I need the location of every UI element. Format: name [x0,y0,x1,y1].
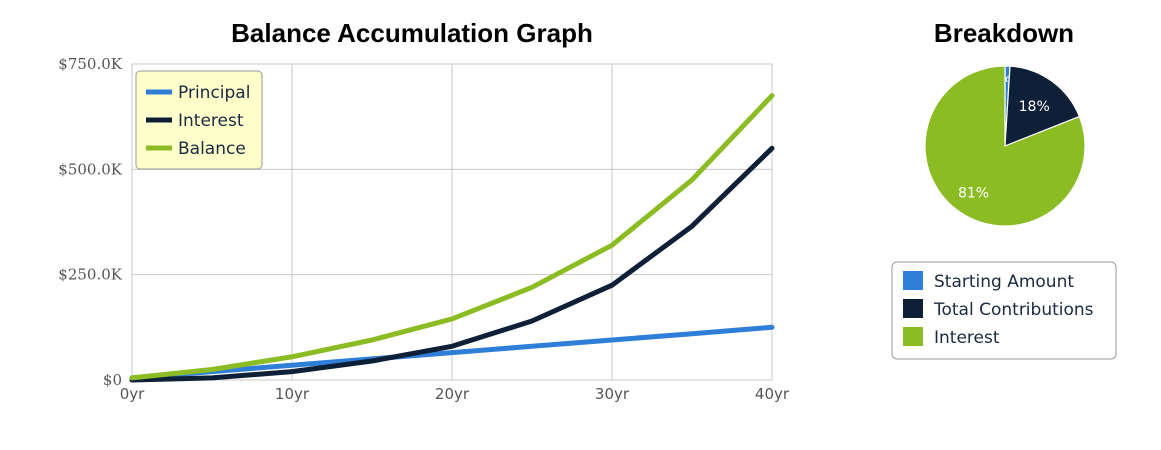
pie-legend-label: Interest [934,328,1000,348]
axis-labels: $0 $250.0K $500.0K $750.0K 0yr 10yr 20yr 30yr 40… [58,55,790,403]
y-tick-label: $0 [103,371,122,389]
pie-slice-label: 18% [1019,99,1050,115]
series-line-principal [129,324,775,381]
y-tick-label: $500.0K [58,160,122,178]
line-chart-title: Balance Accumulation Graph [231,18,593,48]
line-chart-legend: Principal Interest Balance [135,70,263,170]
series-lines [129,93,775,383]
pie-legend-label: Starting Amount [934,272,1074,292]
series-line-interest [129,145,775,383]
legend-label: Interest [178,111,244,131]
pie-legend-swatch [903,271,923,290]
legend-label: Balance [178,139,246,159]
pie-legend-swatch [903,327,923,346]
series-line-balance [129,93,775,381]
x-tick-label: 0yr [120,385,145,403]
pie-chart: 1%18%81% [924,65,1086,227]
x-tick-label: 30yr [595,385,630,403]
pie-legend-box [891,261,1117,360]
legend-label: Principal [178,83,250,103]
pie-legend-swatch [903,299,923,318]
pie-chart-legend: Starting Amount Total Contributions Intere… [891,261,1117,360]
x-tick-label: 20yr [435,385,470,403]
x-tick-label: 40yr [755,385,790,403]
line-chart: $0 $250.0K $500.0K $750.0K 0yr 10yr 20yr 30yr 40… [58,55,790,403]
pie-slice-total-contributions [1004,65,1081,147]
pie-slice-interest [924,65,1086,227]
x-tick-label: 10yr [275,385,310,403]
y-tick-label: $750.0K [58,55,122,73]
pie-legend-label: Total Contributions [933,300,1094,320]
plot-border [131,63,773,381]
pie-chart-title: Breakdown [933,18,1075,48]
legend-box [135,70,263,170]
pie-slice-label: 81% [958,185,989,201]
y-tick-label: $250.0K [58,266,122,284]
grid-lines [131,63,773,381]
